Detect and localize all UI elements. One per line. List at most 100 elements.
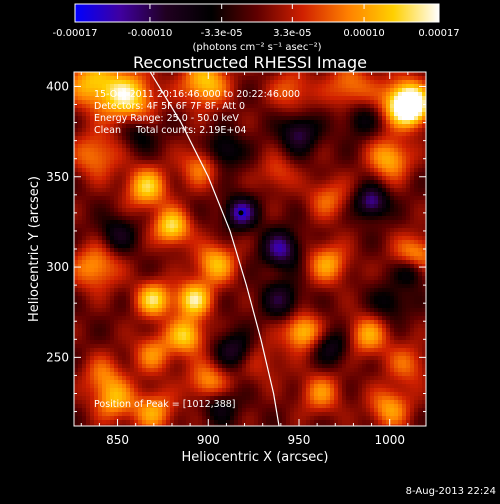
heatmap-cell [282,240,286,244]
heatmap-cell [302,116,306,120]
heatmap-cell [346,92,350,96]
heatmap-cell [162,180,166,184]
heatmap-cell [238,76,242,80]
heatmap-cell [174,212,178,216]
heatmap-cell [326,136,330,140]
heatmap-cell [378,172,382,176]
heatmap-cell [382,228,386,232]
heatmap-cell [298,284,302,288]
heatmap-cell [74,196,78,200]
heatmap-cell [266,240,270,244]
heatmap-cell [398,268,402,272]
heatmap-cell [226,292,230,296]
heatmap-cell [314,240,318,244]
heatmap-cell [202,188,206,192]
heatmap-cell [262,80,266,84]
heatmap-cell [310,164,314,168]
heatmap-cell [322,224,326,228]
heatmap-cell [326,180,330,184]
heatmap-cell [146,216,150,220]
heatmap-cell [154,260,158,264]
colorbar-tick-label: -0.00010 [127,28,172,39]
heatmap-cell [86,152,90,156]
heatmap-cell [370,280,374,284]
heatmap-cell [250,212,254,216]
heatmap-cell [246,272,250,276]
heatmap-cell [422,284,426,288]
heatmap-cell [218,252,222,256]
heatmap-cell [338,192,342,196]
heatmap-cell [354,168,358,172]
heatmap-cell [126,228,130,232]
heatmap-cell [178,252,182,256]
heatmap-cell [394,216,398,220]
heatmap-cell [122,200,126,204]
heatmap-cell [214,72,218,76]
heatmap-cell [118,180,122,184]
heatmap-cell [254,136,258,140]
heatmap-cell [158,144,162,148]
heatmap-cell [350,200,354,204]
heatmap-cell [162,232,166,236]
heatmap-cell [370,272,374,276]
heatmap-cell [290,116,294,120]
heatmap-cell [414,244,418,248]
heatmap-cell [406,204,410,208]
heatmap-cell [78,288,82,292]
heatmap-cell [86,156,90,160]
heatmap-cell [354,72,358,76]
heatmap-cell [194,76,198,80]
heatmap-cell [330,292,334,296]
heatmap-cell [182,276,186,280]
heatmap-cell [306,128,310,132]
heatmap-cell [118,268,122,272]
heatmap-cell [398,160,402,164]
heatmap-cell [418,272,422,276]
heatmap-cell [194,244,198,248]
heatmap-cell [266,252,270,256]
heatmap-cell [262,224,266,228]
heatmap-cell [226,144,230,148]
heatmap-cell [86,200,90,204]
heatmap-cell [246,116,250,120]
heatmap-cell [410,264,414,268]
heatmap-cell [86,204,90,208]
heatmap-cell [366,232,370,236]
heatmap-cell [298,208,302,212]
heatmap-cell [394,88,398,92]
heatmap-cell [250,156,254,160]
heatmap-cell [318,180,322,184]
heatmap-cell [90,212,94,216]
heatmap-cell [386,112,390,116]
heatmap-cell [374,200,378,204]
heatmap-cell [410,160,414,164]
heatmap-cell [230,252,234,256]
heatmap-cell [410,292,414,296]
heatmap-cell [102,152,106,156]
heatmap-cell [342,236,346,240]
heatmap-cell [202,76,206,80]
heatmap-cell [346,208,350,212]
heatmap-cell [110,296,114,300]
heatmap-cell [390,164,394,168]
heatmap-cell [78,172,82,176]
heatmap-cell [182,284,186,288]
heatmap-cell [182,84,186,88]
heatmap-cell [202,136,206,140]
heatmap-cell [314,88,318,92]
heatmap-cell [130,296,134,300]
heatmap-cell [286,160,290,164]
heatmap-cell [370,160,374,164]
heatmap-cell [310,284,314,288]
heatmap-cell [170,268,174,272]
heatmap-cell [382,140,386,144]
heatmap-cell [202,140,206,144]
heatmap-cell [290,252,294,256]
heatmap-cell [418,136,422,140]
heatmap-cell [310,96,314,100]
heatmap-cell [318,220,322,224]
heatmap-cell [106,232,110,236]
heatmap-cell [362,228,366,232]
heatmap-cell [278,184,282,188]
heatmap-cell [86,240,90,244]
